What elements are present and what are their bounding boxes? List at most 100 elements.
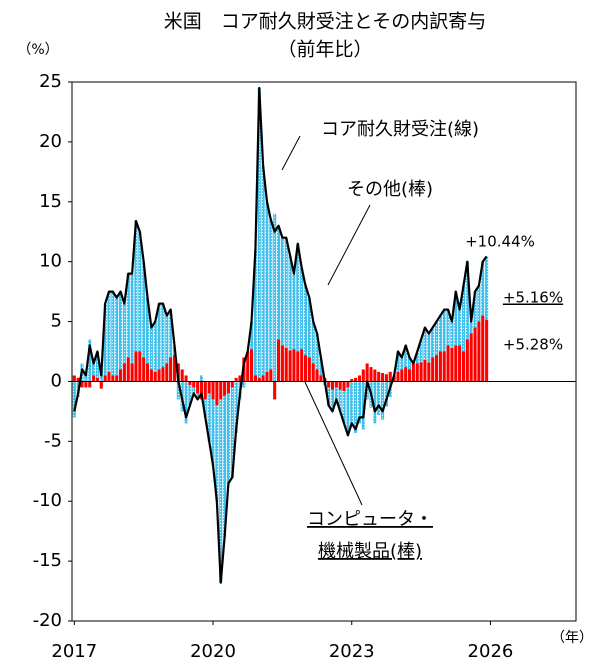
bar [473, 291, 477, 328]
bar [315, 369, 319, 382]
bar [469, 321, 473, 334]
bar [203, 381, 207, 400]
bar [88, 381, 92, 388]
bar [219, 381, 223, 400]
bar [346, 381, 350, 388]
bar [176, 381, 180, 400]
bar [161, 303, 165, 368]
bar [138, 231, 142, 352]
bar [446, 345, 450, 382]
bar [415, 363, 419, 382]
bar [119, 291, 123, 370]
bar [357, 381, 362, 424]
bar [481, 315, 485, 382]
end-label: +5.28% [503, 336, 563, 354]
bar [153, 371, 157, 382]
y-tick-label: 0 [51, 370, 62, 391]
bar [76, 377, 80, 382]
bar [72, 375, 76, 382]
y-tick-label: 20 [39, 131, 62, 152]
bar [361, 381, 365, 430]
bar [481, 261, 485, 316]
bar [419, 339, 423, 363]
bar [469, 333, 473, 382]
x-unit: （年） [551, 630, 593, 646]
bar [250, 321, 254, 350]
bar [84, 381, 88, 388]
bar [92, 363, 96, 376]
bar [354, 381, 358, 433]
bar [454, 345, 458, 382]
bar [431, 357, 435, 382]
bar [442, 351, 446, 382]
bar [315, 333, 319, 370]
bar [95, 351, 99, 378]
bar [111, 375, 115, 382]
x-tick-label: 2017 [51, 641, 97, 662]
bar [122, 303, 126, 364]
bar [269, 369, 273, 382]
bar [423, 327, 427, 360]
bar [246, 351, 250, 382]
bar [188, 381, 192, 386]
bar [334, 387, 338, 400]
bar [134, 220, 138, 352]
series-label: コア耐久財受注(線) [321, 119, 479, 140]
bar [434, 321, 439, 356]
bar [172, 355, 177, 382]
bar [284, 347, 288, 382]
bar [454, 291, 458, 346]
bar [465, 261, 469, 340]
bar [126, 273, 130, 358]
bar [277, 225, 281, 340]
bar [338, 389, 342, 412]
bar [300, 267, 304, 350]
bar [130, 363, 134, 382]
bar [361, 369, 365, 382]
bar [157, 369, 161, 382]
bar [223, 395, 227, 538]
bar [423, 359, 427, 382]
bar [384, 374, 388, 382]
bar [303, 355, 308, 382]
bar [273, 213, 277, 382]
bar [261, 165, 265, 376]
bar [196, 381, 200, 394]
series-label: その他(棒) [347, 179, 433, 200]
bar [450, 321, 454, 348]
y-tick-label: -10 [33, 490, 62, 511]
bar [450, 347, 454, 382]
bar [296, 351, 300, 382]
bar [122, 363, 126, 382]
bar [115, 375, 119, 382]
bar [88, 339, 92, 382]
bar [373, 369, 377, 382]
bar [354, 377, 358, 382]
bar [142, 261, 146, 358]
bar [257, 377, 261, 382]
bar [223, 381, 227, 396]
plot-frame [71, 81, 577, 622]
bar [130, 273, 134, 364]
bar [157, 303, 161, 370]
bar [330, 381, 334, 390]
bar [296, 243, 300, 352]
bar [404, 367, 408, 382]
bar [203, 399, 207, 418]
bar [411, 363, 415, 382]
bar [207, 381, 211, 394]
y-tick-label: -20 [33, 610, 62, 631]
bar [288, 350, 292, 382]
bar [400, 369, 404, 382]
bar [165, 315, 169, 364]
bar [257, 87, 261, 378]
bar [165, 363, 169, 382]
bar [277, 339, 281, 382]
bar [434, 355, 439, 382]
bar [184, 375, 188, 382]
bar [319, 375, 323, 382]
bar [388, 371, 392, 382]
bar [303, 285, 308, 356]
bar [211, 381, 215, 400]
bar [473, 327, 477, 382]
